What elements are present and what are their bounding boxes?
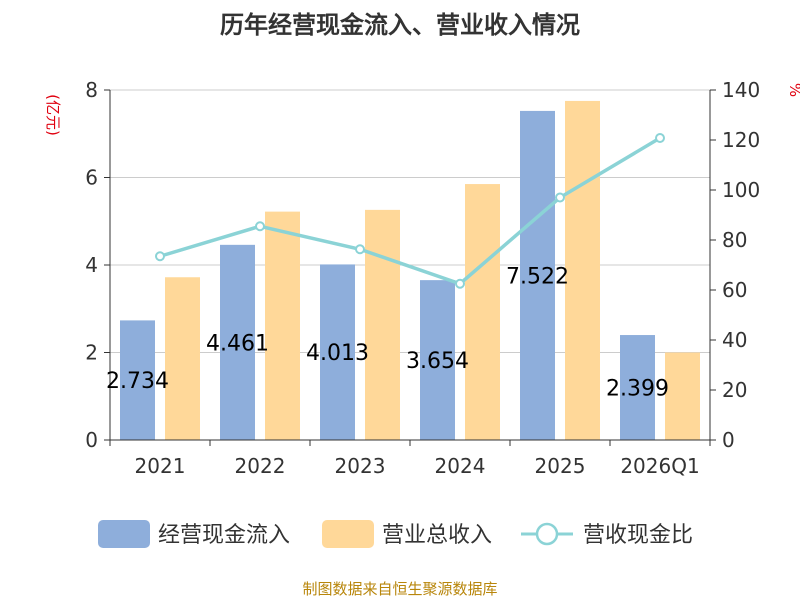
ratio-point [655,133,665,143]
bar-revenue [565,100,600,440]
bar-cash-inflow [220,244,255,440]
left-tick-label: 6 [85,166,98,190]
ratio-point [255,221,265,232]
left-tick-label: 0 [85,428,98,452]
bar-revenue [265,211,300,440]
ratio-point [155,251,165,262]
ratio-point [555,192,565,203]
bar-revenue [165,277,200,440]
ratio-point [455,278,465,289]
bar-revenue [465,184,500,440]
bar-revenue [665,352,700,440]
bar-data-label: 2.399 [606,377,669,402]
right-tick-label: 0 [722,428,735,452]
legend: 经营现金流入 营业总收入 营收现金比 [98,520,693,548]
x-tick-label: 2024 [435,454,486,478]
chart-title: 历年经营现金流入、营业收入情况 [220,11,580,39]
left-tick-label: 8 [85,78,98,102]
bar-revenue [365,209,400,440]
x-tick-label: 2022 [235,454,286,478]
legend-label-ratio: 营收现金比 [583,523,693,548]
bar-data-label: 4.013 [306,341,369,366]
right-axis-unit: % [786,83,800,97]
x-tick-label: 2026Q1 [620,454,699,478]
right-tick-label: 140 [722,78,760,102]
bar-data-label: 2.734 [106,369,169,394]
bar-cash-inflow [120,320,155,440]
x-tick-label: 2025 [535,454,586,478]
legend-label-cash-inflow: 经营现金流入 [158,523,290,548]
bar-cash-inflow [420,280,455,440]
data-labels: 2.734 4.461 4.013 3.654 7.522 2.399 [106,264,669,401]
bar-data-label: 7.522 [506,264,569,289]
bar-data-label: 3.654 [406,349,469,374]
right-tick-label: 120 [722,128,760,152]
x-tick-label: 2021 [135,454,186,478]
right-tick-label: 60 [722,278,747,302]
legend-swatch-ratio-marker [535,522,559,546]
grid-lines [110,89,710,353]
left-tick-label: 2 [85,341,98,365]
bars [120,100,700,440]
source-note: 制图数据来自恒生聚源数据库 [302,580,497,598]
left-axis-unit: (亿元) [44,94,62,136]
legend-swatch-cash-inflow [98,520,150,548]
bar-cash-inflow [620,335,655,440]
bar-data-label: 4.461 [206,331,269,356]
bar-cash-inflow [520,110,555,440]
bar-cash-inflow [320,264,355,440]
right-tick-label: 100 [722,178,760,202]
legend-label-revenue: 营业总收入 [382,523,492,548]
right-tick-label: 40 [722,328,747,352]
right-tick-label: 20 [722,378,747,402]
ratio-line [155,133,665,289]
x-tick-label: 2023 [335,454,386,478]
legend-swatch-revenue [322,520,374,548]
ratio-line-path [159,136,661,286]
left-tick-label: 4 [85,253,98,277]
ratio-point [355,244,365,255]
right-tick-label: 80 [722,228,747,252]
